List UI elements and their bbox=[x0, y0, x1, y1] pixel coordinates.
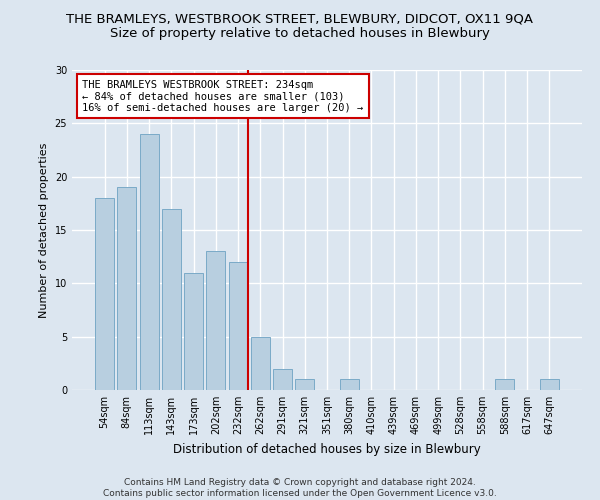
Text: Contains HM Land Registry data © Crown copyright and database right 2024.
Contai: Contains HM Land Registry data © Crown c… bbox=[103, 478, 497, 498]
Bar bbox=[162, 208, 181, 390]
Bar bbox=[540, 380, 559, 390]
Bar bbox=[95, 198, 114, 390]
Bar bbox=[273, 368, 292, 390]
Bar bbox=[184, 272, 203, 390]
Bar bbox=[496, 380, 514, 390]
Y-axis label: Number of detached properties: Number of detached properties bbox=[39, 142, 49, 318]
Bar bbox=[340, 380, 359, 390]
Bar bbox=[140, 134, 158, 390]
Bar bbox=[295, 380, 314, 390]
Bar bbox=[118, 188, 136, 390]
Text: THE BRAMLEYS, WESTBROOK STREET, BLEWBURY, DIDCOT, OX11 9QA: THE BRAMLEYS, WESTBROOK STREET, BLEWBURY… bbox=[67, 12, 533, 26]
Bar bbox=[206, 252, 225, 390]
Bar bbox=[229, 262, 248, 390]
X-axis label: Distribution of detached houses by size in Blewbury: Distribution of detached houses by size … bbox=[173, 442, 481, 456]
Bar bbox=[251, 336, 270, 390]
Text: Size of property relative to detached houses in Blewbury: Size of property relative to detached ho… bbox=[110, 28, 490, 40]
Text: THE BRAMLEYS WESTBROOK STREET: 234sqm
← 84% of detached houses are smaller (103): THE BRAMLEYS WESTBROOK STREET: 234sqm ← … bbox=[82, 80, 364, 113]
